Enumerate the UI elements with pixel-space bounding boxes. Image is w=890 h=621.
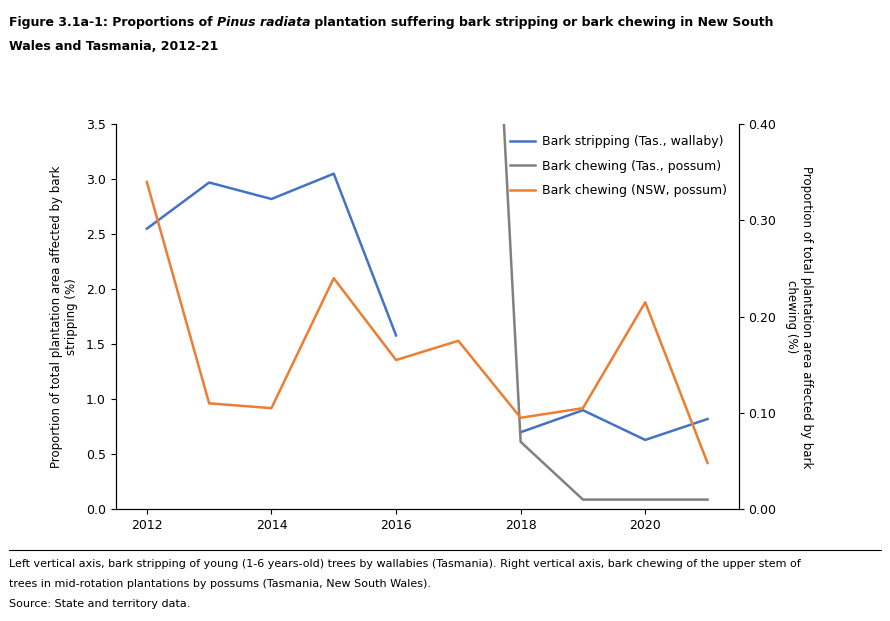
Text: Left vertical axis, bark stripping of young (1-6 years-old) trees by wallabies (: Left vertical axis, bark stripping of yo… xyxy=(9,559,801,569)
Text: Source: State and territory data.: Source: State and territory data. xyxy=(9,599,190,609)
Text: plantation suffering bark stripping or bark chewing in New South: plantation suffering bark stripping or b… xyxy=(311,16,774,29)
Y-axis label: Proportion of total plantation area affected by bark
chewing (%): Proportion of total plantation area affe… xyxy=(785,166,813,468)
Text: Pinus radiata: Pinus radiata xyxy=(217,16,311,29)
Text: Wales and Tasmania, 2012-21: Wales and Tasmania, 2012-21 xyxy=(9,40,218,53)
Legend: Bark stripping (Tas., wallaby), Bark chewing (Tas., possum), Bark chewing (NSW, : Bark stripping (Tas., wallaby), Bark che… xyxy=(505,130,732,202)
Text: Figure 3.1a-1: Proportions of: Figure 3.1a-1: Proportions of xyxy=(9,16,217,29)
Y-axis label: Proportion of total plantation area affected by bark
stripping (%): Proportion of total plantation area affe… xyxy=(50,166,77,468)
Text: trees in mid-rotation plantations by possums (Tasmania, New South Wales).: trees in mid-rotation plantations by pos… xyxy=(9,579,431,589)
